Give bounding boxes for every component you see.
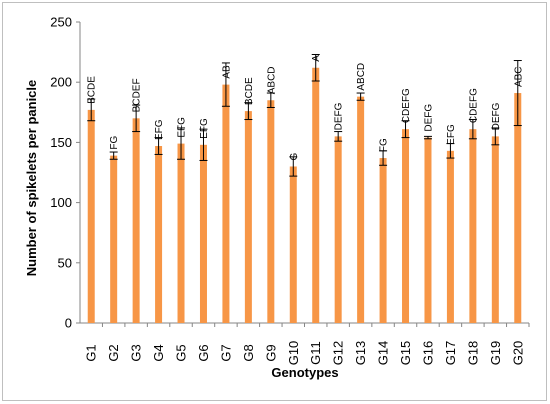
bar bbox=[289, 166, 297, 323]
x-tick-label: G20 bbox=[510, 341, 525, 366]
x-tick-label: G12 bbox=[331, 341, 346, 366]
data-label: DEFG bbox=[491, 102, 502, 130]
data-label: FG bbox=[379, 138, 390, 152]
data-label: ABCD bbox=[266, 66, 277, 94]
x-tick-label: G19 bbox=[488, 341, 503, 366]
data-label: ABC bbox=[513, 66, 524, 87]
bar bbox=[491, 136, 499, 323]
y-tick-label: 150 bbox=[50, 135, 72, 150]
data-label: EFG bbox=[154, 119, 165, 140]
x-tick-label: G6 bbox=[196, 344, 211, 361]
y-tick-label: 250 bbox=[50, 15, 72, 30]
bar bbox=[177, 143, 185, 323]
y-tick-label: 50 bbox=[58, 255, 72, 270]
x-tick-label: G9 bbox=[263, 344, 278, 361]
data-label: DEFG bbox=[334, 102, 345, 130]
data-label: A bbox=[311, 55, 322, 62]
x-tick-label: G18 bbox=[465, 341, 480, 366]
data-label: EFG bbox=[446, 124, 457, 145]
data-label: ABCD bbox=[356, 63, 367, 91]
x-tick-label: G11 bbox=[308, 341, 323, 365]
data-label: BCDEF bbox=[132, 78, 143, 112]
x-tick-label: G17 bbox=[443, 341, 458, 366]
y-tick-label: 100 bbox=[50, 195, 72, 210]
x-tick-label: G16 bbox=[420, 341, 435, 366]
x-tick-label: G4 bbox=[151, 344, 166, 361]
data-label: BCDE bbox=[87, 76, 98, 104]
bar bbox=[469, 129, 477, 323]
data-label: DEFG bbox=[423, 104, 434, 132]
data-label: CDEFG bbox=[468, 88, 479, 123]
bar bbox=[424, 137, 432, 323]
y-tick-label: 0 bbox=[65, 316, 72, 331]
data-label: G bbox=[289, 152, 300, 160]
bar bbox=[222, 84, 230, 323]
x-tick-label: G15 bbox=[398, 341, 413, 366]
x-tick-label: G2 bbox=[106, 344, 121, 361]
y-axis-title-group: Number of spikelets per panicle bbox=[24, 80, 39, 277]
data-label: CDEFG bbox=[401, 88, 412, 123]
x-axis-title: Genotypes bbox=[271, 365, 338, 380]
bar bbox=[199, 144, 207, 323]
bar bbox=[110, 155, 118, 323]
data-label: BCDE bbox=[244, 77, 255, 105]
plot-area: 0 50 100 150 200 250 BCDE G1 FG G2 BCDEF G3 EFG G4 EFG… bbox=[50, 15, 530, 366]
x-tick-label: G14 bbox=[376, 341, 391, 366]
x-tick-label: G10 bbox=[286, 341, 301, 366]
x-tick-label: G8 bbox=[241, 344, 256, 361]
bar bbox=[446, 150, 454, 323]
y-tick-label: 200 bbox=[50, 75, 72, 90]
data-label: AB bbox=[221, 65, 232, 79]
data-label: EFG bbox=[199, 118, 210, 139]
x-tick-label: G13 bbox=[353, 341, 368, 366]
x-tick-label: G5 bbox=[174, 344, 189, 361]
data-label: FG bbox=[109, 136, 120, 150]
bar bbox=[244, 111, 252, 323]
bar bbox=[87, 109, 95, 323]
bar bbox=[514, 93, 522, 323]
bar bbox=[357, 96, 365, 323]
x-tick-label: G7 bbox=[218, 344, 233, 361]
bar bbox=[132, 118, 140, 323]
x-tick-label: G1 bbox=[84, 344, 99, 361]
bar bbox=[334, 136, 342, 323]
bar bbox=[402, 129, 410, 323]
data-label: EFG bbox=[177, 117, 188, 138]
bar bbox=[379, 158, 387, 323]
bar bbox=[267, 100, 275, 323]
y-axis-title: Number of spikelets per panicle bbox=[24, 80, 39, 277]
x-tick-label: G3 bbox=[129, 344, 144, 361]
bar bbox=[312, 67, 320, 323]
bar bbox=[155, 146, 163, 323]
